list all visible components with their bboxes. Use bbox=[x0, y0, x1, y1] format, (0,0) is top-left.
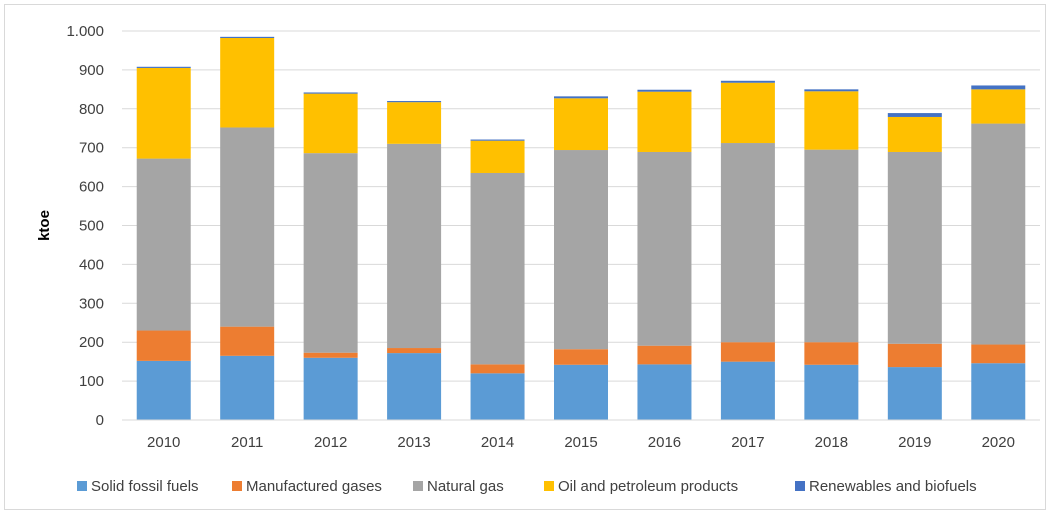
bar-segment bbox=[637, 151, 692, 346]
legend-label: Renewables and biofuels bbox=[809, 478, 977, 495]
bar-segment bbox=[470, 172, 525, 365]
bars bbox=[136, 36, 1026, 420]
bar-segment bbox=[303, 352, 358, 358]
bar-segment bbox=[554, 150, 608, 350]
bar-segment bbox=[470, 364, 525, 374]
legend-label: Solid fossil fuels bbox=[91, 478, 199, 495]
bar-segment bbox=[554, 349, 608, 365]
y-tick-label: 300 bbox=[79, 295, 104, 312]
bar-segment bbox=[387, 348, 442, 354]
x-tick-label: 2016 bbox=[648, 434, 681, 451]
y-tick-label: 0 bbox=[96, 412, 104, 429]
bar-segment bbox=[887, 151, 942, 344]
legend-swatch bbox=[77, 481, 87, 491]
x-tick-label: 2019 bbox=[898, 434, 931, 451]
bar-segment bbox=[387, 101, 442, 103]
bar-segment bbox=[720, 361, 775, 420]
legend-swatch bbox=[544, 481, 554, 491]
legend-swatch bbox=[232, 481, 242, 491]
bar-segment bbox=[554, 364, 608, 420]
bar-segment bbox=[554, 98, 608, 151]
bar-segment bbox=[971, 363, 1026, 420]
bar-segment bbox=[971, 123, 1026, 345]
y-axis-title: ktoe bbox=[36, 210, 53, 241]
bar-segment bbox=[720, 80, 775, 83]
bar-segment bbox=[387, 102, 442, 144]
bar-segment bbox=[637, 345, 692, 365]
bar-segment bbox=[387, 353, 442, 420]
legend-swatch bbox=[413, 481, 423, 491]
bar-segment bbox=[136, 158, 191, 331]
x-tick-label: 2017 bbox=[731, 434, 764, 451]
bar-segment bbox=[220, 326, 275, 356]
y-tick-label: 100 bbox=[79, 373, 104, 390]
y-tick-label: 500 bbox=[79, 218, 104, 235]
bar-segment bbox=[804, 149, 859, 343]
legend-label: Manufactured gases bbox=[246, 478, 382, 495]
y-tick-label: 600 bbox=[79, 179, 104, 196]
y-axis-ticks: 0 100 200 300 400 500 600 700 800 900 1.000 bbox=[66, 23, 104, 429]
bar-segment bbox=[637, 364, 692, 420]
bar-segment bbox=[804, 342, 859, 365]
bar-segment bbox=[887, 113, 942, 117]
x-axis-ticks: 2010 2011 2012 2013 2014 2015 2016 2017 2018 2019… bbox=[147, 434, 1015, 451]
bar-segment bbox=[303, 357, 358, 420]
x-tick-label: 2013 bbox=[397, 434, 430, 451]
bar-segment bbox=[470, 373, 525, 420]
bar-segment bbox=[971, 85, 1026, 90]
x-tick-label: 2012 bbox=[314, 434, 347, 451]
bar-segment bbox=[303, 93, 358, 154]
y-tick-label: 1.000 bbox=[66, 23, 104, 40]
bar-segment bbox=[470, 139, 525, 141]
bar-segment bbox=[136, 66, 191, 68]
bar-segment bbox=[220, 36, 275, 39]
y-tick-label: 800 bbox=[79, 101, 104, 118]
bar-segment bbox=[637, 89, 692, 92]
bar-segment bbox=[303, 153, 358, 353]
bar-segment bbox=[971, 89, 1026, 124]
bar-segment bbox=[136, 67, 191, 159]
x-tick-label: 2010 bbox=[147, 434, 180, 451]
x-tick-label: 2020 bbox=[982, 434, 1015, 451]
y-tick-label: 200 bbox=[79, 334, 104, 351]
x-tick-label: 2015 bbox=[564, 434, 597, 451]
legend: Solid fossil fuels Manufactured gases Natu… bbox=[77, 478, 977, 495]
legend-label: Oil and petroleum products bbox=[558, 478, 738, 495]
legend-label: Natural gas bbox=[427, 478, 504, 495]
bar-segment bbox=[220, 355, 275, 420]
bar-segment bbox=[887, 116, 942, 152]
bar-segment bbox=[136, 360, 191, 420]
bar-segment bbox=[303, 92, 358, 94]
gridlines bbox=[122, 30, 1040, 382]
bar-segment bbox=[220, 38, 275, 128]
x-tick-label: 2018 bbox=[815, 434, 848, 451]
bar-segment bbox=[887, 343, 942, 368]
bar-segment bbox=[720, 82, 775, 144]
y-tick-label: 700 bbox=[79, 140, 104, 157]
y-tick-label: 400 bbox=[79, 256, 104, 273]
bar-segment bbox=[220, 127, 275, 327]
bar-segment bbox=[720, 143, 775, 343]
bar-segment bbox=[804, 89, 859, 92]
bar-segment bbox=[637, 91, 692, 152]
bar-segment bbox=[720, 342, 775, 362]
x-tick-label: 2011 bbox=[231, 434, 263, 451]
bar-segment bbox=[971, 344, 1026, 364]
y-tick-label: 900 bbox=[79, 62, 104, 79]
legend-swatch bbox=[795, 481, 805, 491]
bar-segment bbox=[887, 367, 942, 420]
bar-segment bbox=[136, 330, 191, 361]
x-tick-label: 2014 bbox=[481, 434, 514, 451]
bar-segment bbox=[387, 143, 442, 349]
bar-segment bbox=[804, 364, 859, 420]
bar-segment bbox=[804, 91, 859, 150]
bar-segment bbox=[554, 96, 608, 99]
bar-segment bbox=[470, 140, 525, 173]
